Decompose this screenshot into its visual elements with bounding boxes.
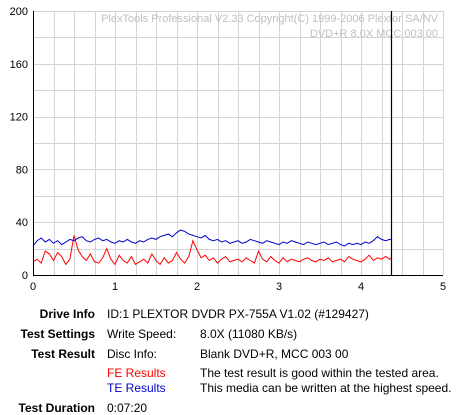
te-results-line [32,229,392,247]
fe-te-chart: PlexTools Professional V2.33 Copyright(C… [10,6,446,293]
fe-results-key: FE Results [107,366,166,380]
x-tick-label: 4 [358,281,364,293]
chart-axes [33,11,443,276]
test-duration-label: Test Duration [18,401,95,415]
test-duration-value: 0:07:20 [107,401,148,415]
chart-series [32,11,393,275]
te-results-value: This media can be written at the highest… [200,381,452,395]
fe-results-value: The test result is good within the teste… [200,366,439,380]
fe-results-line [32,235,392,266]
write-speed-value: 8.0X (11080 KB/s) [200,327,298,341]
write-speed-key: Write Speed: [107,327,177,341]
chart-tick-labels: 0 1 2 3 4 5 0 40 80 120 160 200 [10,6,446,293]
x-tick-label: 3 [276,281,282,293]
x-tick-label: 1 [112,281,118,293]
y-tick-label: 160 [10,59,28,71]
watermark-line-1: PlexTools Professional V2.33 Copyright(C… [101,13,439,25]
drive-info-label: Drive Info [39,307,95,321]
test-result-label: Test Result [31,347,95,361]
te-results-key: TE Results [107,381,166,395]
chart-grid [33,11,444,276]
disc-info-value: Blank DVD+R, MCC 003 00 [200,347,349,361]
y-tick-label: 80 [16,164,28,176]
disc-info-key: Disc Info: [107,347,158,361]
y-tick-label: 120 [10,112,28,124]
x-tick-label: 5 [440,281,446,293]
watermark-line-2: DVD+R 8.0X MCC 003 00 [310,28,438,40]
x-tick-label: 0 [30,281,36,293]
y-tick-label: 40 [16,217,28,229]
test-settings-label: Test Settings [20,327,95,341]
y-tick-label: 0 [22,270,28,282]
x-tick-label: 2 [194,281,200,293]
drive-info-value: ID:1 PLEXTOR DVDR PX-755A V1.02 (#129427… [107,307,369,321]
y-tick-label: 200 [10,6,28,18]
